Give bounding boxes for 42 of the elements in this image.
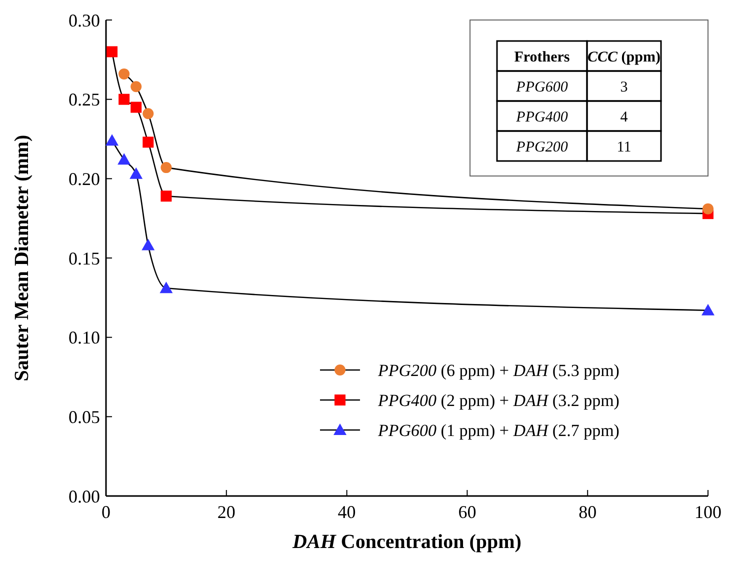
y-tick-label: 0.20 [68,168,100,189]
x-axis-title: DAH Concentration (ppm) [292,531,522,553]
x-tick-label: 80 [578,502,597,522]
point [142,238,155,250]
y-tick-label: 0.00 [68,486,100,506]
point [702,203,714,214]
x-tick-label: 40 [338,502,356,522]
annotation: 4 [620,109,628,126]
x-tick-label: 0 [102,502,110,522]
legend-label: PPG200 (6 ppm) + DAH (5.3 ppm) [377,360,620,380]
point [130,81,142,92]
legend-label: PPG600 (1 ppm) + DAH (2.7 ppm) [377,420,620,440]
annotation: PPG400 [515,109,568,126]
annotation: 3 [620,79,628,96]
y-tick-label: 0.30 [68,10,100,30]
y-tick-label: 0.05 [68,406,100,427]
annotation: CCC (ppm) [588,49,660,66]
y-tick-label: 0.10 [68,328,100,348]
y-tick-label: 0.25 [68,90,100,110]
point [130,102,142,113]
point [118,94,130,105]
point [160,282,173,294]
point [118,68,130,80]
point [130,167,143,179]
point [160,190,172,202]
point [160,162,172,174]
annotation: 11 [616,139,632,156]
y-axis-title: Sauter Mean Diameter (mm) [11,134,33,382]
point [106,46,118,58]
point [106,134,119,146]
annotation: PPG600 [515,79,568,96]
point [702,304,714,316]
y-tick-label: 0.15 [68,248,100,268]
point [142,136,154,148]
annotation: Frothers [514,49,570,66]
point [142,108,154,120]
x-tick-label: 20 [217,502,236,522]
annotation: PPG200 [515,139,568,156]
x-tick-label: 100 [694,502,722,522]
x-tick-label: 60 [458,502,476,522]
point [118,153,131,165]
legend-label: PPG400 (2 ppm) + DAH (3.2 ppm) [377,390,620,410]
